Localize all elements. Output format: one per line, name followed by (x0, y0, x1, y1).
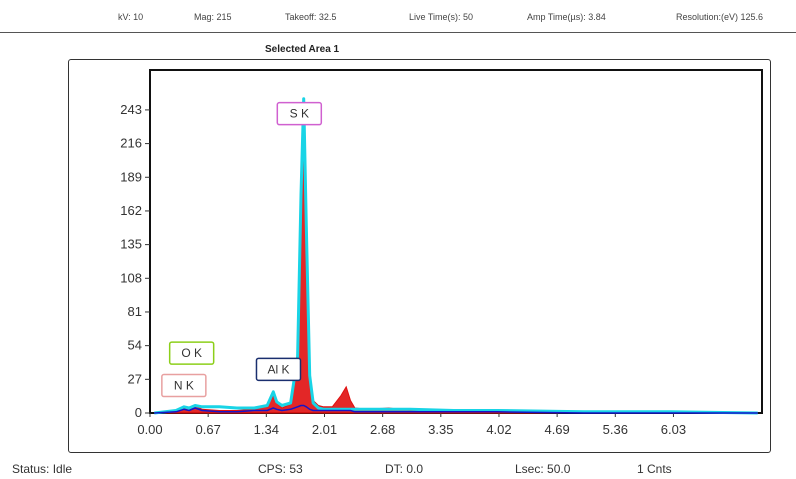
peak-label-text: S K (290, 107, 309, 121)
live-time-readout: Live Time(s): 50 (409, 12, 474, 22)
status-state: Status: Idle (12, 462, 73, 476)
y-tick-label: 27 (128, 371, 142, 386)
kv-readout: kV: 10 (118, 12, 144, 22)
x-tick-label: 2.01 (312, 422, 337, 437)
x-tick-label: 0.67 (196, 422, 221, 437)
x-tick-label: 5.36 (603, 422, 628, 437)
x-tick-label: 4.69 (544, 422, 569, 437)
y-tick-label: 243 (120, 102, 142, 117)
mag-readout: Mag: 215 (194, 12, 232, 22)
y-tick-label: 0 (135, 405, 142, 420)
x-tick-label: 0.00 (137, 422, 162, 437)
peak-label: N K (161, 373, 207, 398)
x-tick-label: 4.02 (486, 422, 511, 437)
status-counts: 1 Cnts (637, 462, 672, 476)
peak-label-box (255, 357, 302, 382)
takeoff-readout: Takeoff: 32.5 (285, 12, 337, 22)
x-tick-label: 2.68 (370, 422, 395, 437)
resolution-readout: Resolution:(eV) 125.6 (676, 12, 764, 22)
peak-label-box (276, 101, 323, 126)
plot-area (149, 69, 763, 414)
spectrum-series-cyan (154, 97, 758, 415)
amp-time-readout: Amp Time(µs): 3.84 (527, 12, 606, 22)
y-tick-label: 81 (128, 304, 142, 319)
spectrum-series-red (154, 123, 758, 414)
peak-label-box (168, 341, 215, 365)
y-tick-label: 135 (120, 237, 142, 252)
chart-frame (68, 59, 771, 453)
peak-label: Al K (255, 357, 302, 382)
x-tick-label: 3.35 (428, 422, 453, 437)
acquisition-header: kV: 10 Mag: 215 Takeoff: 32.5 Live Time(… (0, 0, 796, 33)
y-tick-label: 162 (120, 203, 142, 218)
y-tick-label: 189 (120, 169, 142, 184)
spectrum-series-blue (154, 404, 758, 414)
peak-label: O K (168, 341, 215, 365)
status-cps: CPS: 53 (258, 462, 303, 476)
y-tick-label: 54 (128, 338, 142, 353)
x-tick-label: 6.03 (661, 422, 686, 437)
peak-label-box (161, 373, 207, 398)
peak-label-text: Al K (267, 362, 289, 376)
status-lsec: Lsec: 50.0 (515, 462, 571, 476)
x-tick-label: 1.34 (254, 422, 279, 437)
peak-label-text: O K (181, 346, 202, 360)
peak-label: S K (276, 101, 323, 126)
chart-title: Selected Area 1 (265, 44, 340, 55)
peak-label-text: N K (174, 379, 194, 393)
status-dt: DT: 0.0 (385, 462, 424, 476)
y-tick-label: 108 (120, 270, 142, 285)
y-tick-label: 216 (120, 136, 142, 151)
